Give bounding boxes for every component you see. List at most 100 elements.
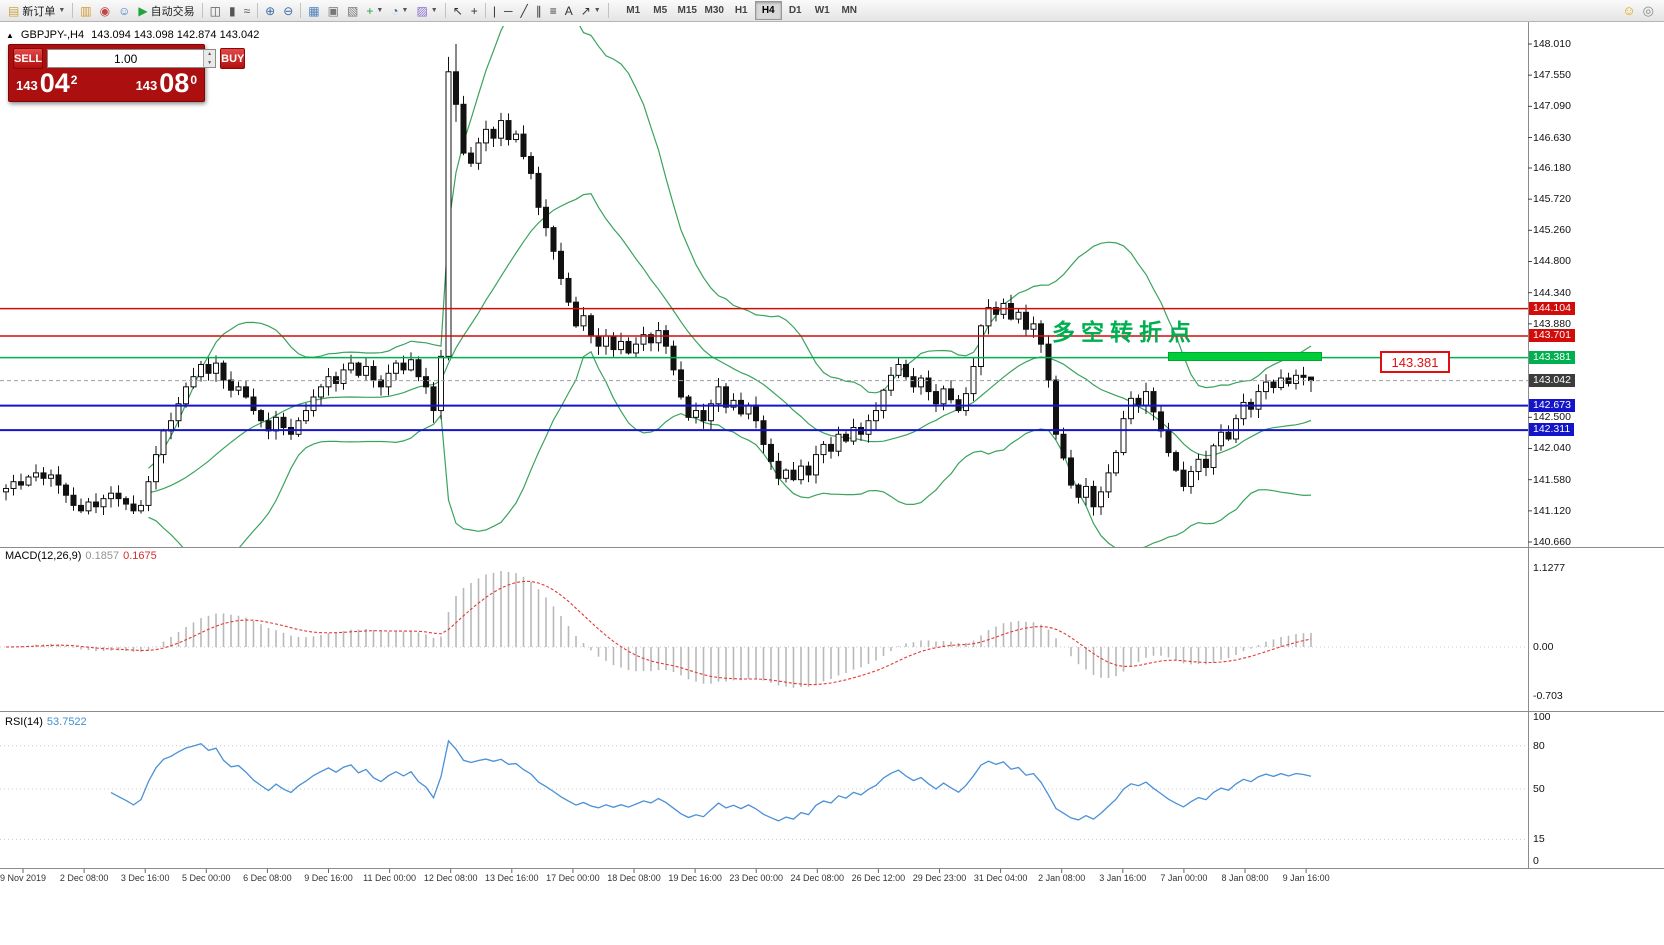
volume-input[interactable]	[48, 50, 204, 67]
price-tick-label: 80	[1533, 739, 1545, 752]
macd-main-value: 0.1857	[85, 550, 120, 562]
volume-box: ▲ ▼	[47, 49, 217, 68]
autotrade-button[interactable]: ▶ 自动交易	[134, 1, 198, 21]
price-tick-label: 148.010	[1533, 38, 1571, 50]
fibonacci-button[interactable]: ≡	[546, 1, 561, 21]
volume-up-button[interactable]: ▲	[204, 50, 216, 59]
price-axis	[1528, 43, 1532, 543]
price-tick-label: 143.880	[1533, 317, 1571, 330]
template-icon: ▨	[416, 3, 428, 18]
macd-header: MACD(12,26,9) 0.1857 0.1675	[5, 550, 157, 562]
chart-annotation-text[interactable]: 多空转折点	[1052, 319, 1197, 345]
rsi-line	[110, 739, 1312, 822]
timeframe-w1[interactable]: W1	[814, 5, 830, 16]
fibonacci-icon: ≡	[549, 3, 557, 18]
sell-price-point: 2	[70, 73, 78, 87]
community-icon[interactable]: ☺	[1622, 2, 1636, 18]
bar-chart-button[interactable]: ◫	[206, 1, 225, 21]
horizontal-line-button[interactable]: ─	[500, 1, 517, 21]
sell-button[interactable]: SELL	[13, 48, 44, 69]
rsi-header: RSI(14) 53.7522	[5, 716, 87, 728]
crosshair-icon: +	[470, 3, 478, 18]
add-indicator-button[interactable]: + ▼	[362, 1, 387, 21]
time-label: 3 Jan 16:00	[1099, 873, 1147, 883]
toolbar-separator	[72, 3, 74, 18]
sell-price-pips: 04	[39, 68, 70, 98]
support-button[interactable]: ☺	[114, 1, 134, 21]
period-button[interactable]: ◔ ▼	[387, 1, 412, 21]
timeframe-m30[interactable]: M30	[704, 5, 724, 16]
new-order-button-label: 新订单	[22, 5, 56, 18]
strategy-tester-button[interactable]: ▧	[343, 1, 362, 21]
time-label: 31 Dec 04:00	[973, 873, 1028, 883]
profiles-button[interactable]: ▥	[76, 1, 95, 21]
timeframe-d1[interactable]: D1	[788, 5, 802, 16]
vertical-line-icon: |	[492, 3, 496, 18]
toolbar-separator	[444, 3, 446, 18]
chart-canvas[interactable]: ▲ GBPJPY-,H4 143.094 143.098 142.874 143…	[0, 22, 1664, 945]
zoom-out-button[interactable]: ⊖	[279, 1, 297, 21]
timeframe-h1[interactable]: H1	[734, 5, 748, 16]
collapse-icon[interactable]: ▲	[6, 30, 14, 40]
volume-spinner: ▲ ▼	[203, 50, 216, 67]
timeframe-m15[interactable]: M15	[677, 5, 697, 16]
sell-price[interactable]: 143 04 2	[16, 68, 78, 98]
bollinger-lower-band	[148, 350, 1312, 547]
time-label: 23 Dec 00:00	[729, 873, 783, 883]
vertical-line-button[interactable]: |	[489, 1, 500, 21]
time-label: 11 Dec 00:00	[363, 873, 417, 883]
highlight-rectangle[interactable]	[1168, 352, 1322, 361]
time-label: 17 Dec 00:00	[546, 873, 600, 883]
arrows-button[interactable]: ↗ ▼	[577, 1, 605, 21]
price-tick-label: 145.720	[1533, 193, 1571, 206]
price-tick-label: 146.630	[1533, 131, 1571, 144]
level-lines[interactable]	[0, 307, 1528, 432]
sell-price-figure: 143	[16, 78, 38, 93]
timeframe-h4[interactable]: H4	[754, 1, 782, 20]
panel-separators	[0, 22, 1664, 869]
timeframe-m5[interactable]: M5	[653, 5, 668, 16]
data-window-button[interactable]: ▣	[324, 1, 343, 21]
price-tick-label: 141.120	[1533, 504, 1571, 517]
level-price-label: 143.381	[1529, 350, 1575, 364]
time-label: 24 Dec 08:00	[790, 873, 845, 883]
alerts-icon: ◉	[99, 3, 111, 18]
buy-button[interactable]: BUY	[220, 48, 246, 69]
chart-drawing[interactable]	[0, 22, 1664, 945]
chevron-down-icon: ▼	[430, 7, 438, 14]
macd-title: MACD(12,26,9)	[5, 550, 82, 562]
macd-signal-value: 0.1675	[123, 550, 157, 562]
price-tick-label: 140.660	[1533, 535, 1571, 548]
search-icon[interactable]: ◎	[1642, 2, 1654, 18]
alerts-button[interactable]: ◉	[96, 1, 114, 21]
price-callout-label[interactable]: 143.381	[1380, 351, 1450, 373]
price-tick-label: 146.180	[1533, 161, 1571, 174]
level-price-label: 143.042	[1529, 373, 1575, 387]
timeframe-m1[interactable]: M1	[626, 5, 641, 16]
toolbar-buttons: ▤ 新订单 ▼ ▥ ◉ ☺ ▶ 自动交易 ◫ ▮ ≈ ⊕ ⊖ ▦ ▣ ▧ + ▼ ◔ ▼ ▨ ▼ ↖ + | ─ ╱ ∥ ≡ A ↗ ▼	[4, 1, 612, 21]
zoom-in-button[interactable]: ⊕	[261, 1, 279, 21]
macd-histogram	[12, 570, 1312, 688]
cursor-button[interactable]: ↖	[449, 1, 467, 21]
horizontal-line-icon: ─	[503, 3, 513, 18]
template-button[interactable]: ▨ ▼	[412, 1, 441, 21]
buy-price[interactable]: 143 08 0	[136, 70, 197, 97]
timeframe-mn[interactable]: MN	[841, 5, 857, 16]
toolbar-separator	[484, 3, 486, 18]
new-order-button[interactable]: ▤ 新订单 ▼	[4, 1, 69, 21]
macd-signal-line	[5, 580, 1312, 686]
text-button[interactable]: A	[561, 1, 577, 21]
candlestick-button[interactable]: ▮	[225, 1, 240, 21]
strategy-tester-icon: ▧	[346, 3, 359, 18]
trendline-button[interactable]: ╱	[516, 1, 531, 21]
time-label: 26 Dec 12:00	[851, 873, 906, 883]
timeframe-group: M1 M5 M15 M30 H1 H4 D1 W1 MN	[620, 1, 863, 20]
time-label: 5 Dec 00:00	[182, 873, 231, 883]
line-chart-icon: ≈	[243, 3, 251, 18]
cursor-icon: ↖	[452, 3, 463, 18]
line-chart-button[interactable]: ≈	[240, 1, 255, 21]
channel-button[interactable]: ∥	[532, 1, 546, 21]
crosshair-button[interactable]: +	[467, 1, 482, 21]
tile-windows-button[interactable]: ▦	[304, 1, 323, 21]
volume-down-button[interactable]: ▼	[204, 58, 216, 67]
